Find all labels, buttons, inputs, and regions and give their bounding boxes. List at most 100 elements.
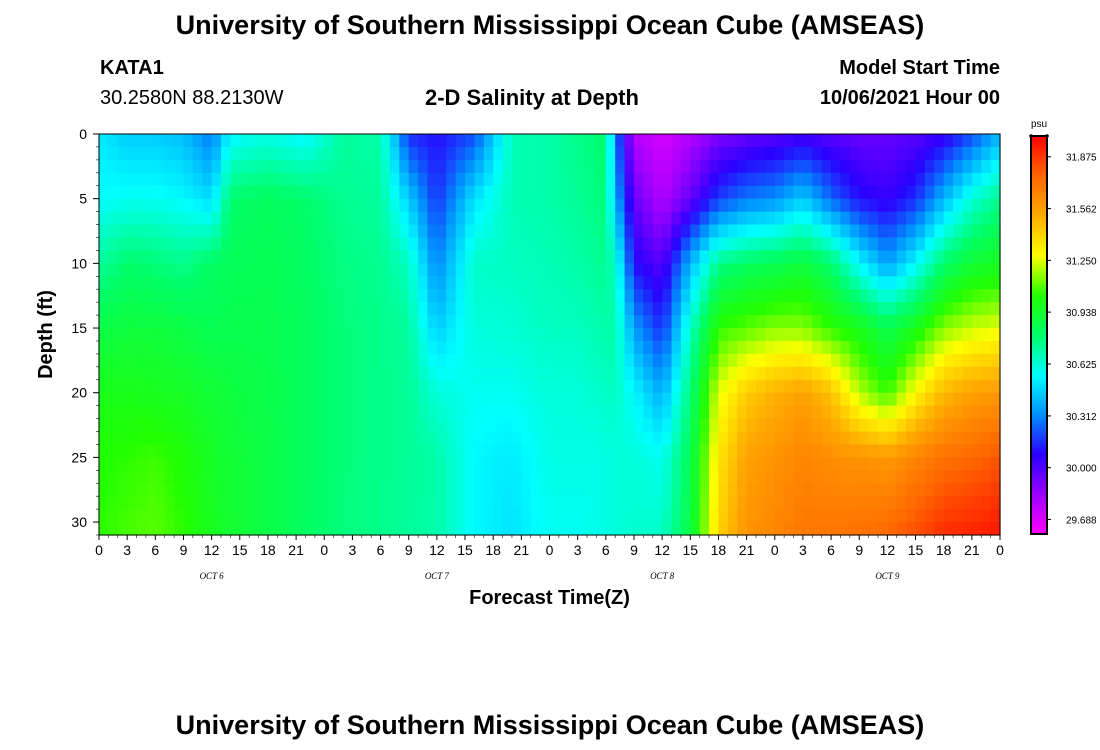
heatmap-cell (530, 276, 541, 290)
heatmap-cell (145, 185, 156, 200)
heatmap-cell (436, 159, 447, 174)
heatmap-cell (174, 457, 185, 471)
heatmap-cell (436, 431, 447, 446)
heatmap-cell (230, 172, 241, 187)
heatmap-cell (333, 172, 344, 187)
heatmap-cell (709, 509, 720, 523)
colorbar-segment (1031, 474, 1047, 479)
heatmap-cell (831, 457, 842, 471)
heatmap-cell (511, 379, 522, 394)
heatmap-cell (192, 172, 203, 187)
heatmap-cell (155, 328, 166, 342)
heatmap-cell (877, 263, 888, 277)
heatmap-cell (981, 315, 992, 329)
heatmap-cell (155, 366, 166, 381)
heatmap-cell (962, 237, 973, 252)
heatmap-cell (108, 146, 119, 161)
heatmap-cell (389, 263, 400, 277)
heatmap-cell (324, 522, 335, 536)
heatmap-cell (267, 172, 278, 187)
heatmap-cell (943, 340, 954, 355)
colorbar-segment (1031, 417, 1047, 422)
heatmap-cell (737, 379, 748, 394)
heatmap-cell (943, 379, 954, 394)
colorbar-segment (1031, 149, 1047, 154)
heatmap-cell (540, 392, 551, 407)
heatmap-cell (127, 172, 138, 187)
heatmap-cell (380, 392, 391, 407)
heatmap-cell (962, 392, 973, 407)
heatmap-cell (418, 366, 429, 381)
heatmap-cell (793, 496, 804, 510)
heatmap-cell (540, 328, 551, 342)
heatmap-cell (793, 134, 804, 148)
heatmap-cell (427, 405, 438, 420)
heatmap-cell (530, 198, 541, 213)
heatmap-cell (117, 457, 128, 471)
heatmap-cell (943, 276, 954, 290)
heatmap-cell (671, 289, 682, 303)
heatmap-cell (418, 237, 429, 252)
heatmap-cell (99, 340, 109, 355)
heatmap-cell (953, 134, 964, 148)
heatmap-cell (164, 431, 175, 446)
heatmap-cell (943, 146, 954, 161)
heatmap-cell (812, 496, 823, 510)
heatmap-cell (587, 134, 598, 148)
heatmap-cell (812, 418, 823, 433)
heatmap-cell (389, 185, 400, 200)
heatmap-cell (812, 224, 823, 239)
heatmap-cell (596, 444, 607, 458)
heatmap-cell (718, 509, 729, 523)
heatmap-cell (896, 496, 907, 510)
colorbar-segment (1031, 451, 1047, 455)
heatmap-cell (568, 250, 579, 264)
heatmap-cell (155, 237, 166, 252)
heatmap-cell (615, 276, 626, 290)
heatmap-cell (596, 146, 607, 161)
heatmap-cell (164, 522, 175, 536)
heatmap-cell (446, 470, 457, 484)
heatmap-cell (239, 431, 250, 446)
heatmap-cell (962, 470, 973, 484)
heatmap-cell (587, 185, 598, 200)
colorbar-segment (1031, 136, 1047, 140)
heatmap-cell (483, 483, 494, 497)
heatmap-cell (737, 263, 748, 277)
heatmap-cell (211, 224, 222, 239)
heatmap-cell (521, 159, 532, 174)
heatmap-cell (943, 315, 954, 329)
heatmap-cell (981, 289, 992, 303)
heatmap-cell (352, 237, 363, 252)
heatmap-cell (249, 522, 260, 536)
heatmap-cell (117, 509, 128, 523)
heatmap-cell (831, 496, 842, 510)
heatmap-cell (239, 263, 250, 277)
heatmap-cell (755, 483, 766, 497)
heatmap-cell (718, 211, 729, 226)
x-tick-label: 3 (799, 542, 807, 558)
heatmap-cell (990, 250, 1001, 264)
heatmap-cell (784, 185, 795, 200)
heatmap-cell (239, 134, 250, 148)
heatmap-cell (211, 211, 222, 226)
heatmap-cell (812, 146, 823, 161)
heatmap-cell (249, 457, 260, 471)
heatmap-cell (267, 353, 278, 368)
heatmap-cell (314, 159, 325, 174)
heatmap-cell (615, 418, 626, 433)
heatmap-cell (981, 353, 992, 368)
heatmap-cell (277, 302, 288, 316)
heatmap-cell (483, 289, 494, 303)
heatmap-cell (981, 496, 992, 510)
heatmap-cell (446, 509, 457, 523)
heatmap-cell (568, 353, 579, 368)
heatmap-cell (127, 405, 138, 420)
heatmap-cell (108, 185, 119, 200)
heatmap-cell (465, 289, 476, 303)
heatmap-cell (971, 405, 982, 420)
heatmap-cell (258, 431, 269, 446)
heatmap-cell (868, 146, 879, 161)
heatmap-cell (221, 457, 231, 471)
heatmap-cell (877, 418, 888, 433)
